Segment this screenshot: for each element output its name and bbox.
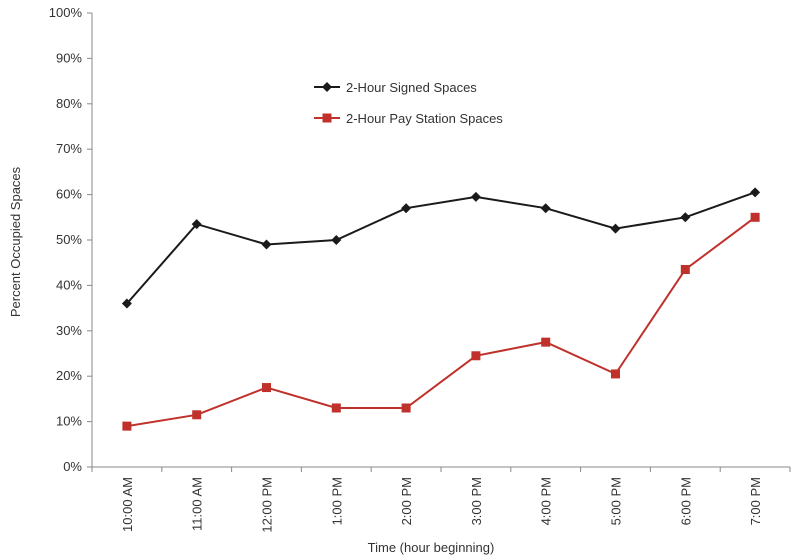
data-point — [540, 203, 551, 214]
x-tick-label: 12:00 PM — [260, 477, 275, 533]
data-point — [750, 187, 761, 198]
data-point — [121, 298, 132, 309]
data-point — [401, 203, 412, 214]
y-axis: 0% 10% 20% 30% 40% 50% 60% 70% 80% 90% 100% — [49, 5, 93, 474]
y-tick-label: 20% — [56, 368, 82, 383]
data-point — [541, 337, 551, 347]
data-point — [750, 212, 760, 222]
y-tick-label: 80% — [56, 96, 82, 111]
x-tick-label: 2:00 PM — [399, 477, 414, 525]
y-tick-label: 70% — [56, 141, 82, 156]
legend-marker — [322, 113, 332, 123]
y-tick-label: 60% — [56, 187, 82, 202]
y-tick-label: 0% — [63, 459, 82, 474]
data-point — [191, 219, 202, 230]
data-point — [610, 223, 621, 234]
y-tick-label: 30% — [56, 323, 82, 338]
data-point — [261, 239, 272, 250]
data-point — [331, 403, 341, 413]
legend-label: 2-Hour Signed Spaces — [346, 80, 477, 95]
data-point — [331, 235, 342, 245]
data-point — [611, 369, 620, 379]
series-line-2 — [126, 216, 756, 428]
y-tick-label: 40% — [56, 277, 82, 292]
x-tick-label: 6:00 PM — [678, 477, 693, 525]
data-point — [470, 191, 481, 202]
data-point — [262, 383, 271, 393]
legend-label: 2-Hour Pay Station Spaces — [346, 111, 503, 126]
data-point — [122, 421, 132, 431]
x-tick-label: 7:00 PM — [748, 477, 763, 525]
x-tick-label: 10:00 AM — [120, 477, 135, 532]
y-tick-label: 90% — [56, 50, 82, 65]
y-axis-title: Percent Occupied Spaces — [8, 166, 23, 317]
data-point — [471, 351, 481, 361]
data-point — [401, 403, 411, 413]
series-line-1 — [126, 191, 756, 305]
legend: 2-Hour Signed Spaces 2-Hour Pay Station S… — [314, 80, 503, 126]
x-tick-label: 4:00 PM — [539, 477, 554, 525]
data-point — [192, 410, 202, 420]
series-layer — [121, 187, 761, 431]
x-axis-title: Time (hour beginning) — [368, 540, 495, 555]
data-point — [680, 265, 690, 275]
x-tick-label: 1:00 PM — [329, 477, 344, 525]
y-tick-label: 50% — [56, 232, 82, 247]
x-tick-label: 11:00 AM — [190, 477, 205, 531]
x-tick-label: 5:00 PM — [609, 477, 624, 525]
data-point — [680, 212, 691, 223]
x-tick-label: 3:00 PM — [469, 477, 484, 525]
legend-marker — [322, 82, 332, 92]
y-tick-label: 10% — [56, 414, 82, 429]
x-axis: 10:00 AM 11:00 AM 12:00 PM 1:00 PM 2:00 PM 3:… — [91, 466, 791, 533]
y-tick-label: 100% — [49, 5, 83, 20]
